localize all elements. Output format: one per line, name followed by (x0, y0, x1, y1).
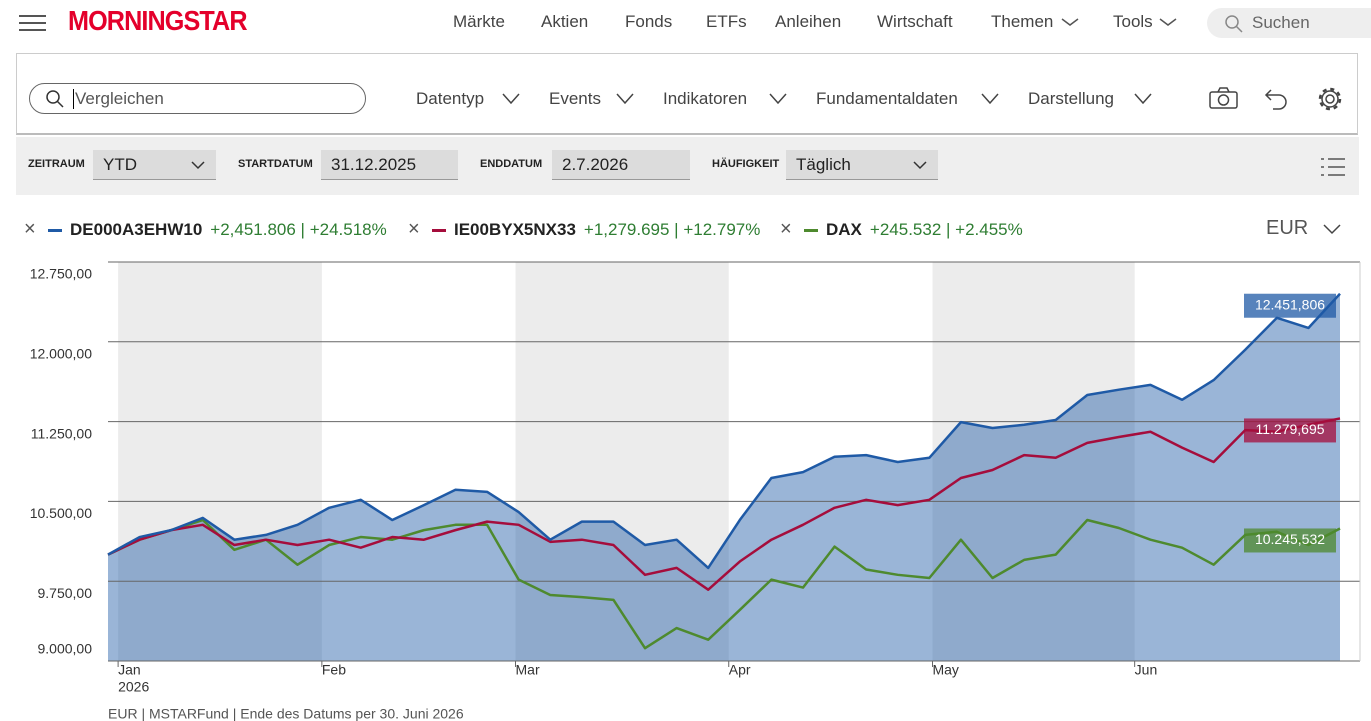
chevron (1061, 18, 1079, 26)
legend-change: +2,451.806 | +24.518% (210, 220, 387, 239)
nav-item[interactable]: Anleihen (775, 12, 842, 31)
month-band (932, 262, 1135, 661)
x-tick-label: Jan (118, 662, 141, 678)
y-tick-label: 10.500,00 (30, 505, 92, 521)
currency-select[interactable]: EUR (1266, 217, 1309, 239)
value-label: 11.279,695 (1255, 421, 1324, 437)
chart: 9.000,00 9.750,00 10.500,00 11.250,00 12.000… (30, 261, 1361, 721)
line (107, 417, 1341, 591)
chevron (1159, 18, 1177, 26)
settings-icon[interactable] (1316, 85, 1344, 113)
legend-name: DE000A3EHW10 (70, 220, 203, 239)
legend-remove[interactable]: × (780, 218, 792, 240)
value-label: 12.451,806 (1255, 296, 1325, 312)
toolbar-menu[interactable]: Events (549, 89, 601, 108)
menu-icon[interactable] (18, 14, 48, 32)
compare-placeholder: Vergleichen (73, 89, 164, 109)
nav-item[interactable]: Aktien (541, 12, 589, 31)
legend-remove[interactable]: × (24, 218, 36, 240)
chevron (1323, 224, 1341, 235)
legend-swatch (432, 229, 446, 232)
line (107, 292, 1341, 570)
camera-icon[interactable] (1208, 86, 1240, 112)
legend-change: +1,279.695 | +12.797% (583, 220, 761, 239)
x-tick-label: Mar (516, 662, 540, 678)
x-year-label: 2026 (118, 679, 149, 695)
x-tick-label: Apr (729, 662, 751, 678)
legend-swatch (804, 229, 818, 232)
area (108, 293, 1340, 661)
search-box[interactable] (1207, 8, 1371, 38)
toolbar-menu[interactable]: Darstellung (1028, 89, 1114, 108)
legend-swatch (48, 229, 62, 232)
value-label-bg (1244, 418, 1336, 443)
toolbar-menu[interactable]: Fundamentaldaten (816, 89, 958, 108)
legend-remove[interactable]: × (408, 218, 420, 240)
legend-name: DAX (826, 220, 862, 239)
search-placeholder: Suchen (1252, 13, 1310, 32)
x-tick-label: Feb (322, 662, 346, 678)
filter-label: ZEITRAUM (28, 158, 85, 170)
legend-name: IE00BYX5NX33 (454, 220, 576, 239)
toolbar-menu[interactable]: Datentyp (416, 89, 485, 108)
filter-chevrons (191, 161, 927, 170)
filter-select[interactable]: Täglich (786, 150, 938, 180)
y-tick-label: 12.000,00 (30, 346, 92, 362)
x-tick-label: Jun (1135, 662, 1158, 678)
nav-item[interactable]: Märkte (453, 12, 505, 31)
filter-input[interactable]: 2.7.2026 (552, 150, 690, 180)
y-tick-label: 11.250,00 (31, 425, 92, 441)
line (107, 518, 1341, 650)
y-tick-label: 12.750,00 (30, 266, 92, 282)
logo[interactable]: MORNINGSTAR (68, 5, 248, 36)
value-label: 10.245,532 (1255, 531, 1325, 547)
filter-label: HÄUFIGKEIT (712, 158, 780, 170)
filter-input[interactable]: 31.12.2025 (321, 150, 458, 180)
list-icon[interactable] (1320, 157, 1346, 177)
legend-change: +245.532 | +2.455% (869, 220, 1023, 239)
nav-item[interactable]: Fonds (625, 12, 673, 31)
search-icon (46, 90, 64, 108)
menu-chevrons (502, 93, 1152, 105)
compare-input[interactable] (29, 83, 366, 114)
y-tick-label: 9.750,00 (38, 585, 93, 601)
search-icon (1225, 15, 1243, 33)
value-label-bg (1244, 528, 1336, 553)
x-tick-label: May (932, 662, 958, 678)
footnote: EUR | MSTARFund | Ende des Datums per 30… (108, 706, 464, 721)
nav-item[interactable]: ETFs (706, 12, 747, 31)
filter-label: ENDDATUM (480, 158, 543, 170)
undo-icon[interactable] (1263, 86, 1291, 112)
y-tick-label: 9.000,00 (38, 641, 93, 657)
month-band (118, 262, 322, 661)
toolbar (16, 53, 1358, 135)
toolbar-menu[interactable]: Indikatoren (663, 89, 748, 108)
value-label-bg (1244, 293, 1336, 318)
nav-item[interactable]: Tools (1113, 12, 1153, 31)
nav-item[interactable]: Wirtschaft (877, 12, 953, 31)
filter-label: STARTDATUM (238, 158, 313, 170)
nav-item[interactable]: Themen (991, 12, 1054, 31)
